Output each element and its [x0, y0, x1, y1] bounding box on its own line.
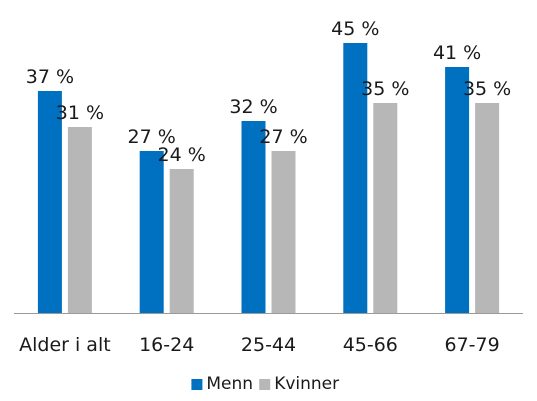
value-label-menn-0: 37 % — [26, 66, 74, 88]
value-label-menn-1: 27 % — [128, 126, 176, 148]
value-labels-layer: 37 %31 %27 %24 %32 %27 %45 %35 %41 %35 % — [26, 18, 511, 166]
value-label-kvinner-4: 35 % — [463, 78, 511, 100]
legend-label-kvinner: Kvinner — [274, 374, 339, 394]
bar-menn-0 — [37, 91, 62, 313]
value-label-kvinner-1: 24 % — [158, 144, 206, 166]
bar-kvinner-2 — [271, 151, 296, 313]
bar-kvinner-4 — [475, 103, 500, 313]
value-label-menn-4: 41 % — [433, 42, 481, 64]
category-labels-layer: Alder i alt 16-24 25-44 45-66 67-79 — [19, 334, 500, 356]
category-label-0: Alder i alt — [19, 334, 111, 356]
legend-swatch-menn — [191, 379, 203, 390]
value-label-kvinner-0: 31 % — [56, 102, 104, 124]
category-label-2: 25-44 — [241, 334, 296, 356]
legend-swatch-kvinner — [259, 379, 271, 390]
bar-menn-1 — [139, 151, 164, 313]
category-label-1: 16-24 — [139, 334, 194, 356]
value-label-kvinner-2: 27 % — [259, 126, 307, 148]
value-label-menn-3: 45 % — [331, 18, 379, 40]
bar-kvinner-0 — [67, 127, 92, 313]
bar-kvinner-1 — [169, 169, 194, 313]
bar-kvinner-3 — [373, 103, 398, 313]
bars-layer — [37, 43, 500, 313]
bar-menn-4 — [445, 67, 470, 313]
value-label-menn-2: 32 % — [229, 96, 277, 118]
legend-label-menn: Menn — [206, 374, 253, 394]
category-label-4: 67-79 — [444, 334, 499, 356]
bar-menn-2 — [241, 121, 266, 313]
value-label-kvinner-3: 35 % — [361, 78, 409, 100]
legend: Menn Kvinner — [191, 374, 339, 394]
bar-menn-3 — [343, 43, 368, 313]
category-label-3: 45-66 — [343, 334, 398, 356]
